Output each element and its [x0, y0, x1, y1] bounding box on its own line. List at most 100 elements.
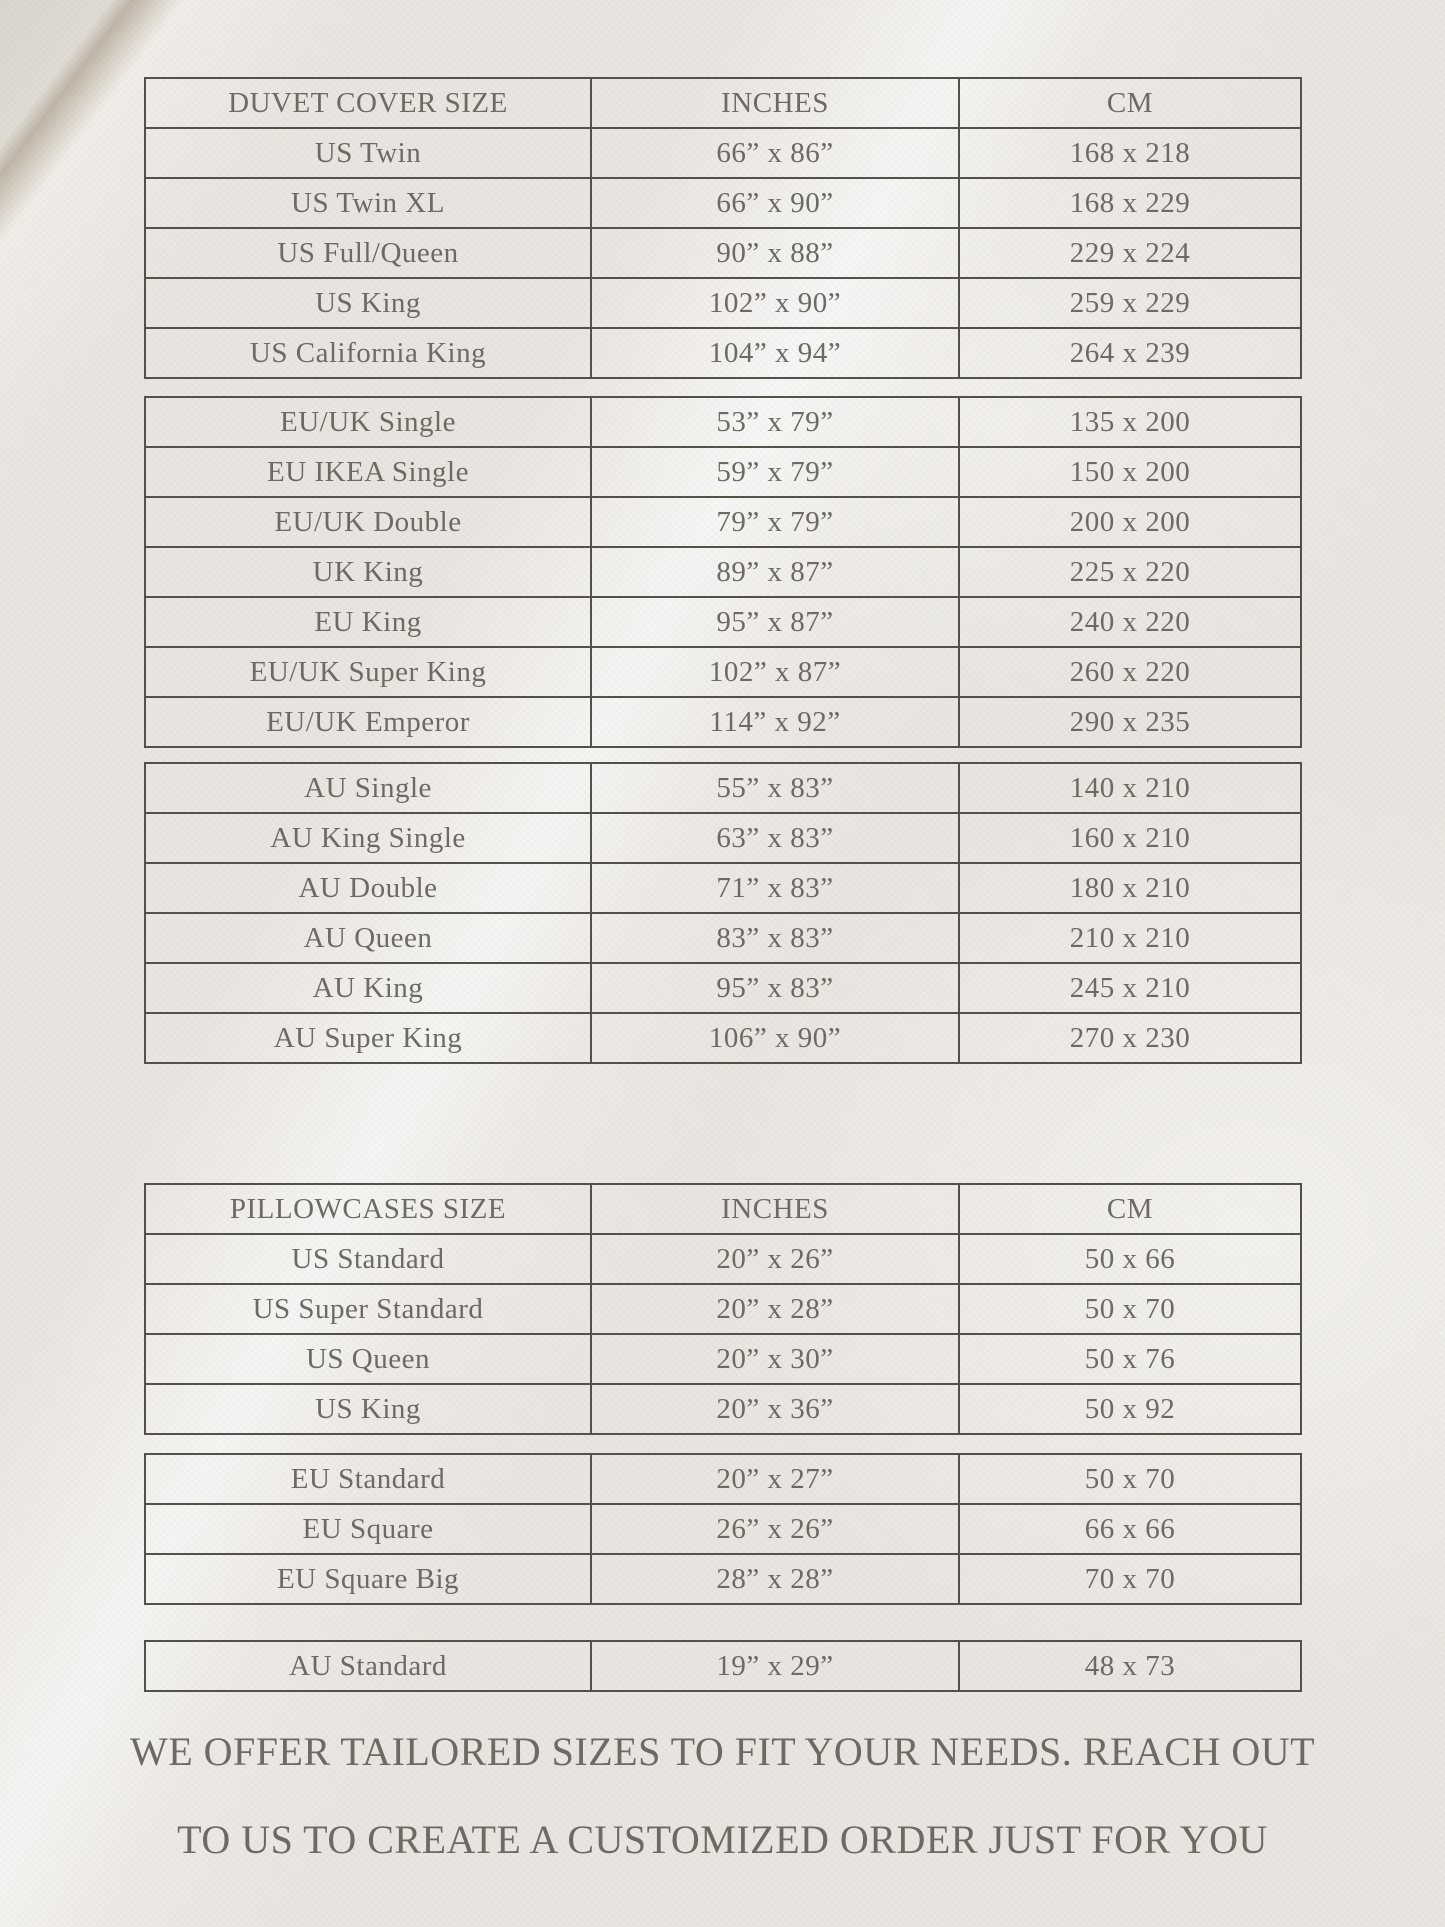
cm-cell: 50 x 70 — [958, 1283, 1302, 1335]
size-cell: AU Standard — [144, 1640, 592, 1692]
cm-cell: 290 x 235 — [958, 696, 1302, 748]
size-cell: US Queen — [144, 1333, 592, 1385]
table-row: EU Square 26” x 26” 66 x 66 — [144, 1503, 1302, 1555]
table-row: AU Super King 106” x 90” 270 x 230 — [144, 1012, 1302, 1064]
inches-cell: 71” x 83” — [590, 862, 960, 914]
size-cell: UK King — [144, 546, 592, 598]
inches-cell: 20” x 26” — [590, 1233, 960, 1285]
inches-cell: 53” x 79” — [590, 396, 960, 448]
table-row: US Twin 66” x 86” 168 x 218 — [144, 127, 1302, 179]
table-header-row: PILLOWCASES SIZE INCHES CM — [144, 1183, 1302, 1235]
inches-cell: 66” x 86” — [590, 127, 960, 179]
table-row: EU Standard 20” x 27” 50 x 70 — [144, 1453, 1302, 1505]
table-row: US King 20” x 36” 50 x 92 — [144, 1383, 1302, 1435]
column-header: CM — [958, 1183, 1302, 1235]
size-cell: EU/UK Double — [144, 496, 592, 548]
size-cell: AU Double — [144, 862, 592, 914]
cm-cell: 168 x 229 — [958, 177, 1302, 229]
size-cell: US King — [144, 277, 592, 329]
size-cell: EU Standard — [144, 1453, 592, 1505]
table-row: US Full/Queen 90” x 88” 229 x 224 — [144, 227, 1302, 279]
size-cell: AU Queen — [144, 912, 592, 964]
table-row: US Queen 20” x 30” 50 x 76 — [144, 1333, 1302, 1385]
table-row: AU King Single 63” x 83” 160 x 210 — [144, 812, 1302, 864]
cm-cell: 240 x 220 — [958, 596, 1302, 648]
table-row: EU/UK Emperor 114” x 92” 290 x 235 — [144, 696, 1302, 748]
column-header: PILLOWCASES SIZE — [144, 1183, 592, 1235]
table-row: EU/UK Super King 102” x 87” 260 x 220 — [144, 646, 1302, 698]
inches-cell: 95” x 83” — [590, 962, 960, 1014]
column-header: INCHES — [590, 77, 960, 129]
size-cell: AU Single — [144, 762, 592, 814]
duvet-us-table: DUVET COVER SIZE INCHES CM US Twin 66” x 86”… — [144, 77, 1302, 379]
size-cell: EU IKEA Single — [144, 446, 592, 498]
table-header-row: DUVET COVER SIZE INCHES CM — [144, 77, 1302, 129]
cm-cell: 150 x 200 — [958, 446, 1302, 498]
size-cell: US Standard — [144, 1233, 592, 1285]
pillowcase-us-table: PILLOWCASES SIZE INCHES CM US Standard 20” x… — [144, 1183, 1302, 1435]
cm-cell: 50 x 76 — [958, 1333, 1302, 1385]
custom-sizes-note: WE OFFER TAILORED SIZES TO FIT YOUR NEED… — [0, 1708, 1445, 1884]
inches-cell: 20” x 30” — [590, 1333, 960, 1385]
table-row: EU Square Big 28” x 28” 70 x 70 — [144, 1553, 1302, 1605]
cm-cell: 168 x 218 — [958, 127, 1302, 179]
cm-cell: 245 x 210 — [958, 962, 1302, 1014]
size-cell: US Twin XL — [144, 177, 592, 229]
cm-cell: 259 x 229 — [958, 277, 1302, 329]
cm-cell: 140 x 210 — [958, 762, 1302, 814]
cm-cell: 135 x 200 — [958, 396, 1302, 448]
table-row: UK King 89” x 87” 225 x 220 — [144, 546, 1302, 598]
cm-cell: 225 x 220 — [958, 546, 1302, 598]
table-row: AU Double 71” x 83” 180 x 210 — [144, 862, 1302, 914]
size-cell: AU King — [144, 962, 592, 1014]
table-row: US California King 104” x 94” 264 x 239 — [144, 327, 1302, 379]
inches-cell: 66” x 90” — [590, 177, 960, 229]
note-line-2: TO US TO CREATE A CUSTOMIZED ORDER JUST … — [177, 1817, 1268, 1862]
inches-cell: 28” x 28” — [590, 1553, 960, 1605]
cm-cell: 260 x 220 — [958, 646, 1302, 698]
inches-cell: 19” x 29” — [590, 1640, 960, 1692]
inches-cell: 95” x 87” — [590, 596, 960, 648]
table-row: US Standard 20” x 26” 50 x 66 — [144, 1233, 1302, 1285]
cm-cell: 66 x 66 — [958, 1503, 1302, 1555]
cm-cell: 48 x 73 — [958, 1640, 1302, 1692]
inches-cell: 102” x 87” — [590, 646, 960, 698]
inches-cell: 104” x 94” — [590, 327, 960, 379]
pillowcase-eu-table: EU Standard 20” x 27” 50 x 70 EU Square 26” … — [144, 1453, 1302, 1605]
size-cell: EU/UK Emperor — [144, 696, 592, 748]
size-cell: EU Square — [144, 1503, 592, 1555]
size-cell: US Super Standard — [144, 1283, 592, 1335]
cm-cell: 70 x 70 — [958, 1553, 1302, 1605]
inches-cell: 63” x 83” — [590, 812, 960, 864]
table-row: EU IKEA Single 59” x 79” 150 x 200 — [144, 446, 1302, 498]
inches-cell: 20” x 36” — [590, 1383, 960, 1435]
inches-cell: 59” x 79” — [590, 446, 960, 498]
cm-cell: 50 x 92 — [958, 1383, 1302, 1435]
size-cell: US California King — [144, 327, 592, 379]
cm-cell: 210 x 210 — [958, 912, 1302, 964]
cm-cell: 270 x 230 — [958, 1012, 1302, 1064]
duvet-eu-uk-table: EU/UK Single 53” x 79” 135 x 200 EU IKEA Si… — [144, 396, 1302, 748]
inches-cell: 89” x 87” — [590, 546, 960, 598]
table-row: EU King 95” x 87” 240 x 220 — [144, 596, 1302, 648]
size-cell: EU/UK Super King — [144, 646, 592, 698]
table-row: US Twin XL 66” x 90” 168 x 229 — [144, 177, 1302, 229]
size-cell: US Twin — [144, 127, 592, 179]
size-cell: US King — [144, 1383, 592, 1435]
inches-cell: 102” x 90” — [590, 277, 960, 329]
table-row: US Super Standard 20” x 28” 50 x 70 — [144, 1283, 1302, 1335]
table-row: AU Queen 83” x 83” 210 x 210 — [144, 912, 1302, 964]
cm-cell: 160 x 210 — [958, 812, 1302, 864]
size-cell: EU King — [144, 596, 592, 648]
table-row: US King 102” x 90” 259 x 229 — [144, 277, 1302, 329]
column-header: CM — [958, 77, 1302, 129]
cm-cell: 50 x 70 — [958, 1453, 1302, 1505]
cm-cell: 180 x 210 — [958, 862, 1302, 914]
table-row: EU/UK Double 79” x 79” 200 x 200 — [144, 496, 1302, 548]
inches-cell: 20” x 28” — [590, 1283, 960, 1335]
table-row: AU Single 55” x 83” 140 x 210 — [144, 762, 1302, 814]
column-header: DUVET COVER SIZE — [144, 77, 592, 129]
cm-cell: 200 x 200 — [958, 496, 1302, 548]
size-cell: EU/UK Single — [144, 396, 592, 448]
